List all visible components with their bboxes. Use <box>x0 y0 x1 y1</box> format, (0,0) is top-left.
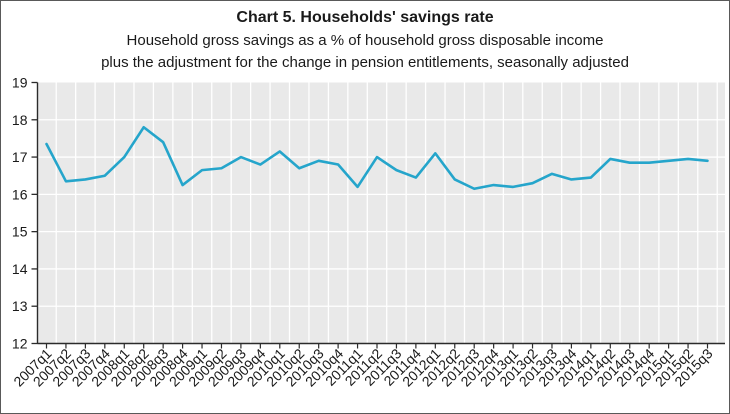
y-tick-label: 12 <box>12 336 28 352</box>
plot-area: 12131415161718192007q12007q22007q32007q4… <box>10 75 725 390</box>
y-tick-label: 17 <box>12 149 28 165</box>
chart-subtitle-line2: plus the adjustment for the change in pe… <box>101 54 629 71</box>
y-tick-label: 16 <box>12 186 28 202</box>
y-tick-label: 15 <box>12 224 28 240</box>
chart-title: Chart 5. Households' savings rate <box>236 9 493 26</box>
y-tick-label: 14 <box>12 261 28 277</box>
plot-background <box>37 82 725 344</box>
y-tick-label: 19 <box>12 75 28 91</box>
y-tick-label: 18 <box>12 112 28 128</box>
y-tick-label: 13 <box>12 298 28 314</box>
chart-subtitle-line1: Household gross savings as a % of househ… <box>127 32 604 49</box>
savings-rate-line <box>45 125 709 191</box>
